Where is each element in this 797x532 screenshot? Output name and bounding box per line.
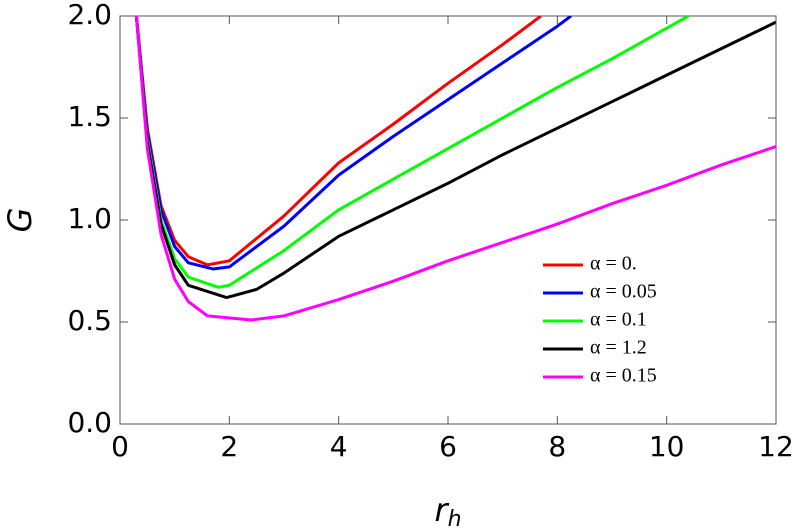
legend-label: α = 1.2	[590, 337, 647, 359]
x-tick-label: 12	[758, 430, 794, 463]
series-line	[134, 16, 690, 289]
x-axis-label: rh	[434, 491, 461, 532]
legend-label: α = 0.	[590, 253, 637, 275]
y-tick-label: 1.0	[67, 202, 112, 235]
x-axis-label-sub: h	[448, 507, 462, 532]
x-tick-label: 6	[439, 430, 457, 463]
series-line	[134, 16, 776, 322]
plot-lines	[134, 16, 776, 322]
y-tick-label: 0.0	[67, 406, 112, 439]
x-tick-label: 0	[111, 430, 129, 463]
plot-frame	[119, 15, 777, 425]
y-tick-label: 2.0	[67, 0, 112, 31]
y-axis-label: G	[1, 208, 39, 233]
x-tick-label: 2	[220, 430, 238, 463]
legend-label: α = 0.1	[590, 309, 647, 331]
series-line	[134, 16, 776, 300]
y-tick-label: 1.5	[67, 100, 112, 133]
x-tick-label: 10	[649, 430, 685, 463]
series-line	[134, 16, 542, 267]
legend-label: α = 0.05	[590, 281, 657, 303]
x-tick-label: 8	[548, 430, 566, 463]
x-axis-label-base: r	[434, 491, 449, 529]
x-tick-label: 4	[330, 430, 348, 463]
legend-label: α = 0.15	[590, 365, 657, 387]
y-tick-label: 0.5	[67, 304, 112, 337]
series-line	[134, 16, 572, 271]
